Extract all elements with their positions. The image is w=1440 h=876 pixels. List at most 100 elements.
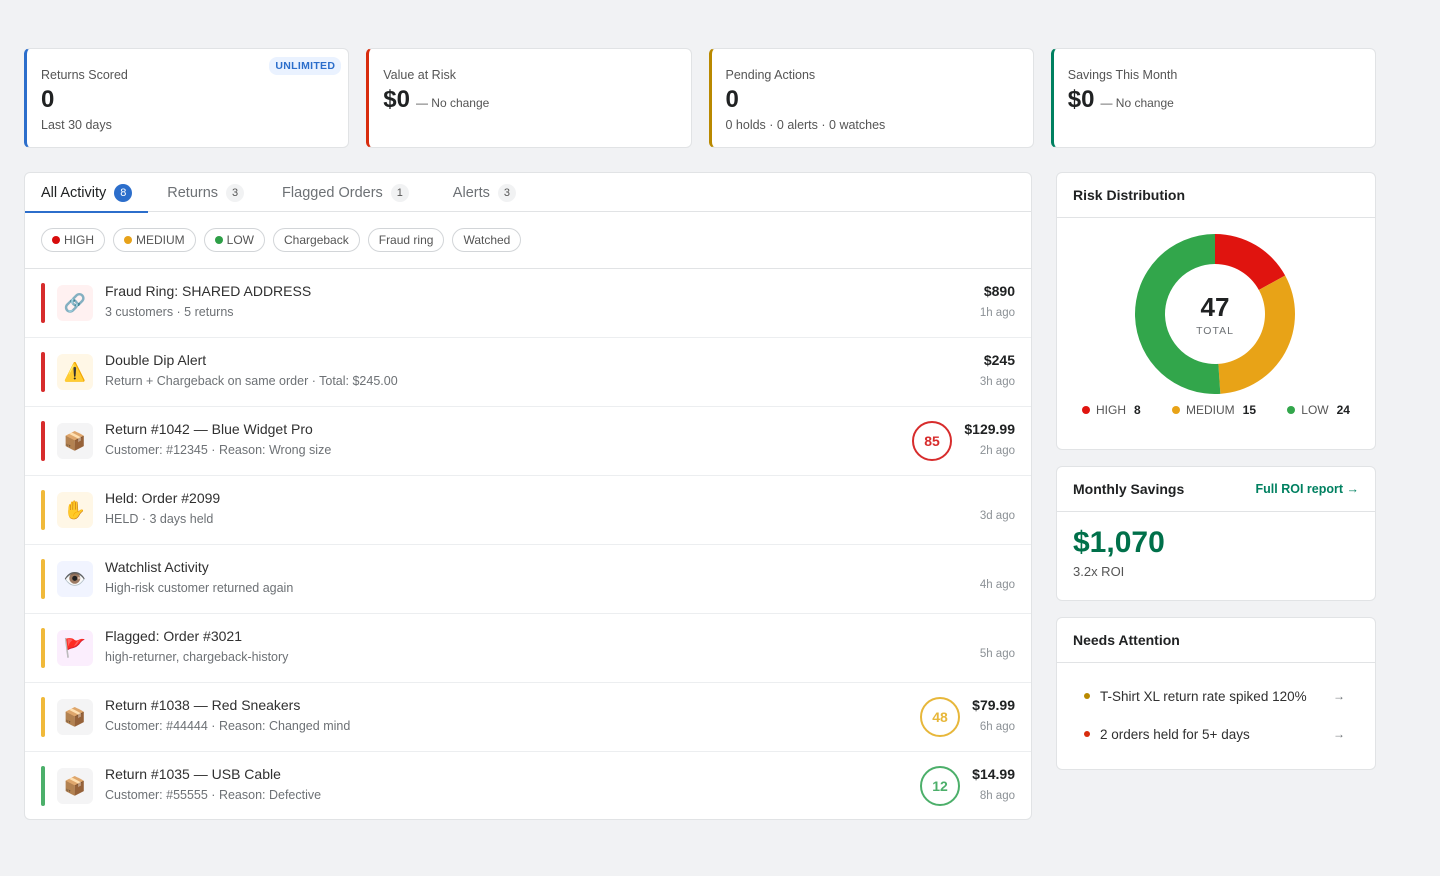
activity-desc: 3 customers · 5 returns: [105, 305, 234, 319]
donut-slice-medium: [1218, 275, 1295, 394]
stat-change: — No change: [415, 96, 490, 110]
link-icon: 🔗: [57, 285, 93, 321]
activity-desc: Customer: #12345 · Reason: Wrong size: [105, 443, 332, 457]
package-icon: 📦: [57, 699, 93, 735]
activity-amount: $79.99: [972, 697, 1015, 713]
activity-row[interactable]: 📦 Return #1042 — Blue Widget Pro Custome…: [25, 407, 1031, 476]
filter-chip-label: Chargeback: [284, 233, 349, 247]
legend-item-low: LOW 24: [1287, 403, 1350, 417]
stat-value: 0: [41, 86, 55, 113]
activity-text: Fraud Ring: SHARED ADDRESS 3 customers ·…: [105, 283, 311, 319]
activity-text: Return #1035 — USB Cable Customer: #5555…: [105, 766, 321, 802]
dot-icon: [52, 236, 60, 244]
activity-text: Held: Order #2099 HELD · 3 days held: [105, 490, 220, 526]
activity-list: 🔗 Fraud Ring: SHARED ADDRESS 3 customers…: [25, 269, 1031, 819]
dot-icon: [1084, 731, 1090, 737]
dot-icon: [1287, 406, 1296, 414]
tab-alerts[interactable]: Alerts 3: [437, 173, 532, 212]
activity-amount: $129.99: [964, 421, 1015, 437]
activity-desc: high-returner, chargeback-history: [105, 650, 289, 664]
dot-icon: [124, 236, 132, 244]
activity-meta: $245 3h ago: [980, 352, 1015, 388]
activity-panel: All Activity 8 Returns 3 Flagged Orders …: [24, 172, 1032, 820]
full-roi-report-link[interactable]: Full ROI report →: [1255, 482, 1359, 496]
activity-meta: 3d ago: [980, 490, 1015, 522]
activity-time: 5h ago: [979, 648, 1015, 660]
activity-row[interactable]: 🔗 Fraud Ring: SHARED ADDRESS 3 customers…: [25, 269, 1031, 338]
tab-label: All Activity: [41, 184, 107, 201]
activity-time: 8h ago: [979, 790, 1015, 802]
activity-row[interactable]: 🚩 Flagged: Order #3021 high-returner, ch…: [25, 614, 1031, 683]
tab-flagged-orders[interactable]: Flagged Orders 1: [266, 173, 425, 212]
activity-time: 4h ago: [979, 579, 1015, 591]
eye-icon: 👁️: [57, 561, 93, 597]
stat-label: Value at Risk: [383, 68, 456, 82]
card-title: Risk Distribution: [1073, 187, 1186, 203]
activity-row[interactable]: 👁️ Watchlist Activity High-risk customer…: [25, 545, 1031, 614]
stat-label: Pending Actions: [725, 68, 816, 82]
filter-chip-label: Watched: [463, 233, 511, 247]
activity-meta: 5h ago: [980, 628, 1015, 660]
arrow-right-icon: →: [1333, 727, 1345, 741]
activity-meta: $79.99 6h ago: [972, 697, 1015, 733]
activity-amount: $890: [983, 283, 1015, 299]
icon-glyph: 📦: [63, 775, 87, 796]
activity-amount: $14.99: [972, 766, 1015, 782]
stat-savings-month: Savings This Month $0 — No change: [1050, 48, 1376, 148]
dot-icon: [214, 236, 223, 244]
attention-text: T-Shirt XL return rate spiked 120%: [1100, 688, 1307, 704]
attention-item[interactable]: T-Shirt XL return rate spiked 120% →: [1084, 677, 1359, 715]
severity-bar: [41, 283, 45, 323]
stat-sub: Last 30 days: [41, 118, 112, 132]
filter-chip-label: LOW: [226, 233, 255, 247]
activity-row[interactable]: ✋ Held: Order #2099 HELD · 3 days held 3…: [25, 476, 1031, 545]
tab-label: Flagged Orders: [282, 184, 383, 201]
filter-chip-fraud-ring[interactable]: Fraud ring: [367, 228, 445, 252]
filter-chip-low[interactable]: LOW: [203, 228, 266, 252]
risk-donut-chart: 47 TOTAL: [1057, 218, 1377, 403]
risk-distribution-card: Risk Distribution 47 TOTAL HIGH 8 MEDIUM…: [1056, 172, 1376, 450]
activity-row[interactable]: 📦 Return #1038 — Red Sneakers Customer: …: [25, 683, 1031, 752]
risk-score-badge: 12: [920, 766, 960, 806]
stat-cards: Returns Scored UNLIMITED 0 Last 30 days …: [24, 48, 1376, 148]
filter-chip-label: Fraud ring: [378, 233, 434, 247]
activity-row[interactable]: 📦 Return #1035 — USB Cable Customer: #55…: [25, 752, 1031, 819]
activity-meta: $129.99 2h ago: [964, 421, 1015, 457]
filter-chip-chargeback[interactable]: Chargeback: [273, 228, 360, 252]
activity-row[interactable]: ⚠️ Double Dip Alert Return + Chargeback …: [25, 338, 1031, 407]
card-title: Monthly Savings: [1073, 481, 1185, 497]
activity-title: Watchlist Activity: [105, 559, 209, 575]
filter-chip-medium[interactable]: MEDIUM: [113, 228, 196, 252]
severity-bar: [41, 697, 45, 737]
stat-value: $0: [383, 86, 410, 113]
filter-chip-high[interactable]: HIGH: [41, 228, 105, 252]
stat-returns-scored: Returns Scored UNLIMITED 0 Last 30 days: [24, 48, 350, 148]
activity-text: Return #1042 — Blue Widget Pro Customer:…: [105, 421, 331, 457]
activity-title: Flagged: Order #3021: [105, 628, 242, 644]
unlimited-badge: UNLIMITED: [269, 57, 342, 75]
activity-title: Double Dip Alert: [105, 352, 207, 368]
dot-icon: [1082, 406, 1090, 414]
attention-list: T-Shirt XL return rate spiked 120% → 2 o…: [1057, 663, 1375, 753]
filter-chip-watched[interactable]: Watched: [452, 228, 522, 252]
severity-bar: [41, 421, 45, 461]
legend-label: LOW: [1301, 403, 1329, 417]
stat-sub: 0 holds · 0 alerts · 0 watches: [725, 118, 886, 132]
legend-value: 8: [1134, 403, 1141, 417]
savings-roi: 3.2x ROI: [1073, 564, 1125, 579]
activity-title: Held: Order #2099: [105, 490, 221, 506]
activity-text: Return #1038 — Red Sneakers Customer: #4…: [105, 697, 350, 733]
icon-glyph: 🔗: [63, 292, 87, 313]
savings-value: $1,070: [1073, 526, 1165, 559]
attention-item[interactable]: 2 orders held for 5+ days →: [1084, 715, 1359, 753]
tab-all-activity[interactable]: All Activity 8: [25, 173, 149, 213]
risk-score-badge: 48: [920, 697, 960, 737]
stat-label: Returns Scored: [41, 68, 128, 82]
activity-meta: 4h ago: [980, 559, 1015, 591]
activity-time: 1h ago: [979, 307, 1015, 319]
stat-value: 0: [725, 86, 739, 113]
tab-returns[interactable]: Returns 3: [151, 173, 260, 212]
icon-glyph: 📦: [63, 706, 87, 727]
activity-desc: Customer: #55555 · Reason: Defective: [105, 788, 322, 802]
risk-legend: HIGH 8 MEDIUM 15 LOW 24: [1057, 403, 1375, 417]
